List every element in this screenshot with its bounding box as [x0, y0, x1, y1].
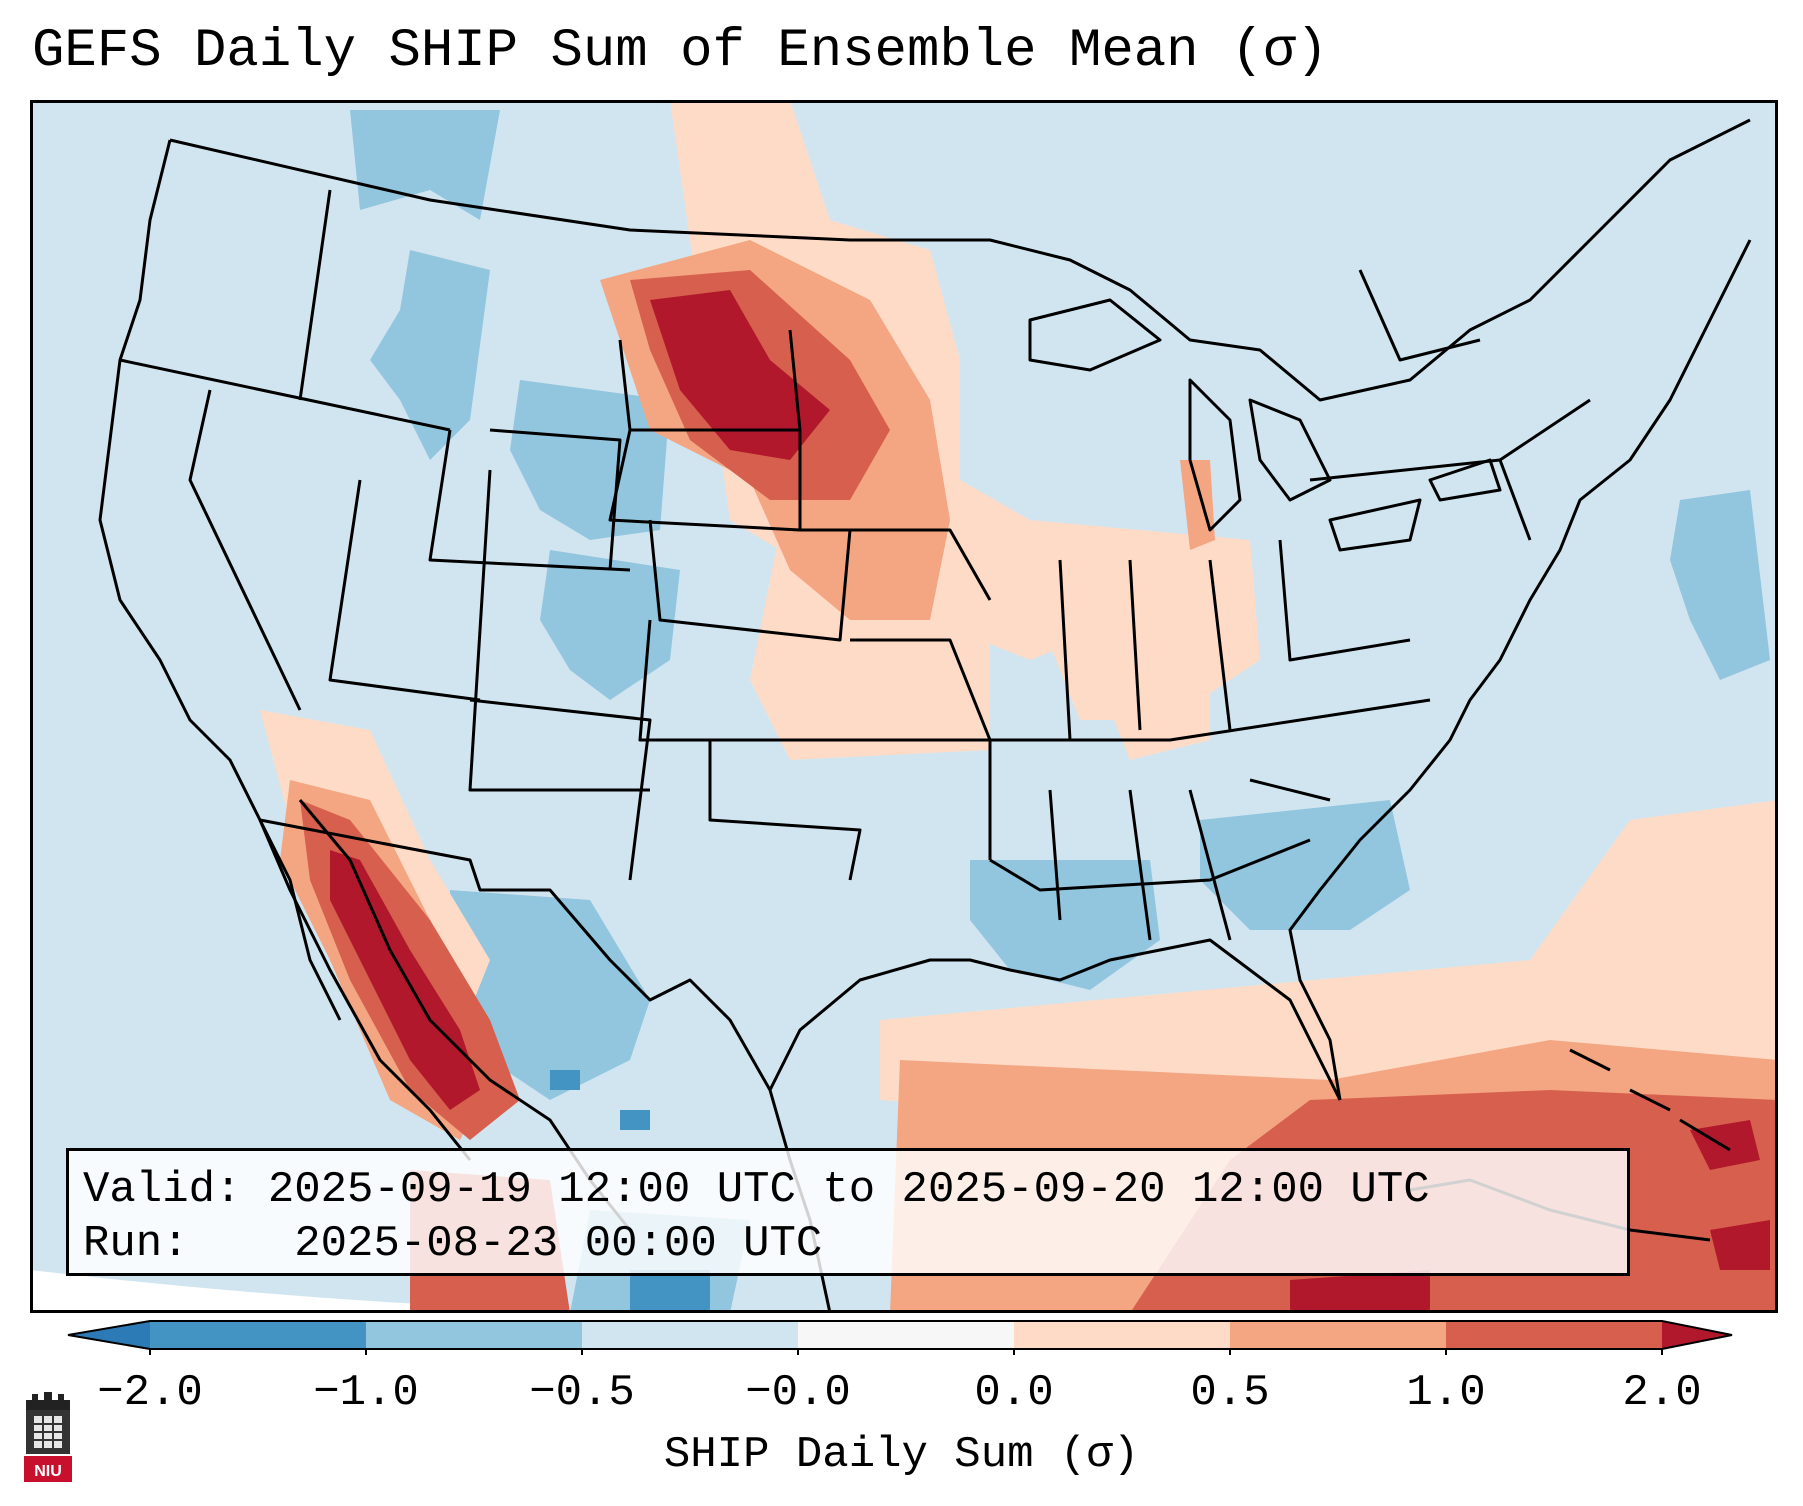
border-line	[469, 698, 652, 881]
anomaly-area	[1690, 1120, 1760, 1170]
coastline	[98, 139, 342, 1021]
colorbar-bin	[1230, 1321, 1446, 1349]
anomaly-area	[550, 1070, 580, 1090]
colorbar-bin	[582, 1321, 798, 1349]
colorbar-bin	[150, 1321, 366, 1349]
anomaly-area	[970, 860, 1160, 990]
anomaly-area	[1290, 1270, 1430, 1313]
colorbar	[67, 1320, 1733, 1355]
border-line	[298, 189, 332, 401]
coastline	[768, 938, 1342, 1101]
border-line	[648, 519, 852, 642]
colorbar-tick-label: −0.0	[745, 1368, 851, 1418]
border-line	[990, 698, 1431, 742]
colorbar-bin	[1014, 1321, 1230, 1349]
map-canvas	[30, 100, 1778, 1313]
colorbar-tick-label: −1.0	[313, 1368, 419, 1418]
border-line	[798, 430, 992, 601]
border-line	[119, 358, 451, 432]
colorbar-label: SHIP Daily Sum (σ)	[663, 1430, 1140, 1480]
border-line	[608, 429, 801, 532]
logo-text: NIU	[34, 1463, 62, 1480]
colorbar-tick-label: −0.5	[529, 1368, 635, 1418]
border-line	[850, 638, 992, 860]
border-line	[638, 619, 990, 742]
lake-outline	[1328, 498, 1422, 552]
border-line	[1249, 778, 1331, 802]
colorbar-tick-label: 0.5	[1190, 1368, 1270, 1418]
off-projection-corner	[30, 1270, 630, 1313]
colorbar-tick-label: 0.0	[974, 1368, 1054, 1418]
valid-time-row: Valid: 2025-09-19 12:00 UTC to 2025-09-2…	[83, 1163, 1613, 1217]
colorbar-extend-low	[68, 1321, 150, 1349]
lake-outline	[1428, 458, 1502, 502]
anomaly-area	[330, 850, 480, 1110]
border-line	[650, 738, 862, 881]
logo-window-grid	[34, 1416, 62, 1448]
colorbar-tick-label: 2.0	[1622, 1368, 1702, 1418]
run-label: Run:	[83, 1219, 189, 1269]
political-boundaries	[98, 118, 1752, 1313]
border-line	[188, 389, 302, 711]
anomaly-area	[370, 250, 490, 460]
anomaly-area	[1200, 800, 1410, 930]
anomaly-area	[1710, 1220, 1770, 1270]
border-line	[618, 329, 802, 432]
lake-outline	[1188, 378, 1242, 532]
border-line	[1128, 559, 1142, 731]
anomaly-area	[620, 1110, 650, 1130]
valid-time-value: 2025-09-19 12:00 UTC to 2025-09-20 12:00…	[267, 1165, 1430, 1215]
border-line	[169, 118, 1751, 402]
colorbar-tick-label: −2.0	[97, 1368, 203, 1418]
extreme-positive-anomaly-areas	[330, 290, 1770, 1313]
border-line	[1499, 398, 1591, 462]
coastline	[1288, 239, 1752, 1101]
border-line	[1048, 789, 1062, 921]
anomaly-area	[1180, 460, 1215, 550]
border-line	[468, 469, 650, 792]
border-line	[1208, 559, 1232, 731]
anomaly-area	[630, 1270, 710, 1313]
logo-banner	[24, 1456, 72, 1482]
anomaly-area	[1670, 490, 1770, 680]
border-line	[989, 838, 1311, 892]
page-title: GEFS Daily SHIP Sum of Ensemble Mean (σ)	[32, 21, 1329, 82]
anomaly-area	[650, 290, 830, 460]
coastline	[258, 819, 472, 1161]
border-line	[1188, 789, 1232, 941]
border-line	[428, 429, 631, 572]
colorbar-bin	[1446, 1321, 1662, 1349]
logo-tower-top	[26, 1392, 70, 1410]
colorbar-tick-label: 1.0	[1406, 1368, 1486, 1418]
colorbar-extend-high	[1662, 1321, 1732, 1349]
niu-logo: NIU	[24, 1392, 72, 1482]
valid-label: Valid:	[83, 1165, 242, 1215]
coastline	[1569, 1048, 1731, 1152]
border-line	[489, 428, 622, 571]
anomaly-area	[1090, 660, 1210, 760]
border-line	[1128, 789, 1152, 941]
map-border	[30, 100, 1778, 1313]
colorbar-bin	[366, 1321, 582, 1349]
map-panel	[30, 100, 1778, 1313]
run-time-value: 2025-08-23 00:00 UTC	[294, 1219, 823, 1269]
anomaly-area	[350, 110, 500, 220]
colorbar-bin	[798, 1321, 1014, 1349]
border-line	[328, 479, 481, 702]
border-line	[1058, 559, 1072, 741]
lake-outline	[1248, 398, 1332, 502]
border-line	[259, 818, 772, 1091]
lake-outline	[1028, 298, 1162, 372]
border-line	[1358, 269, 1481, 362]
strong-negative-anomaly-areas	[550, 1070, 710, 1313]
border-line	[1278, 539, 1411, 662]
run-time-row: Run: 2025-08-23 00:00 UTC	[83, 1217, 1613, 1271]
valid-run-info-box: Valid: 2025-09-19 12:00 UTC to 2025-09-2…	[66, 1148, 1630, 1276]
